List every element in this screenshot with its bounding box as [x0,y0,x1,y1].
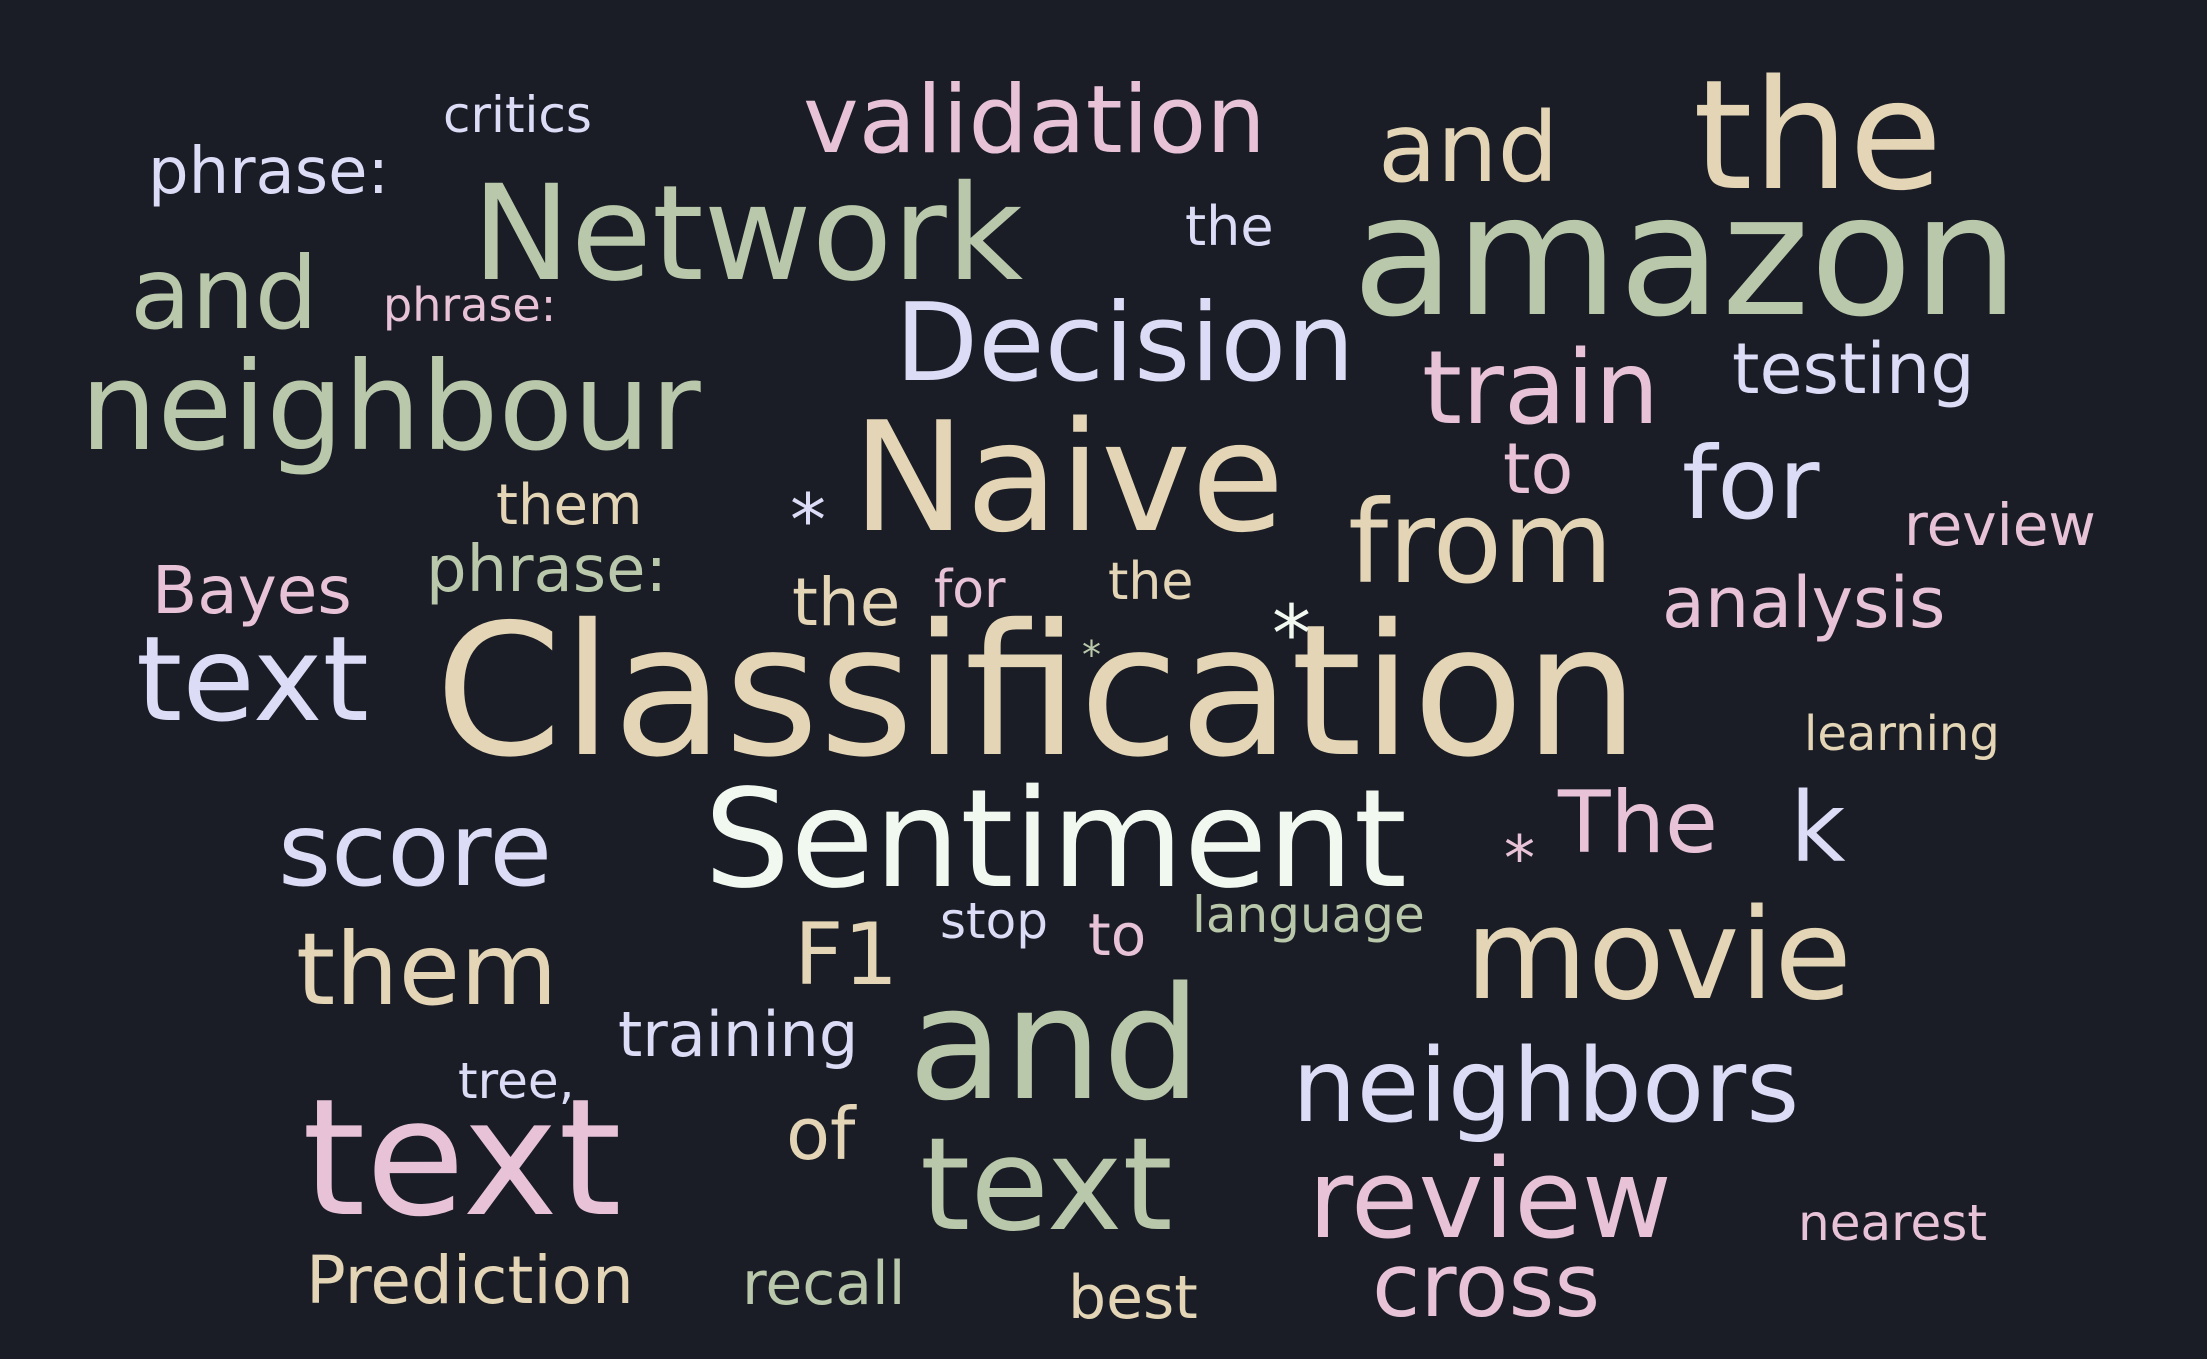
word-the: the [792,564,901,641]
word-neighbors: neighbors [1292,1027,1800,1146]
word-k: k [1790,772,1846,884]
word-and: and [908,953,1202,1135]
word-decision: Decision [895,281,1355,406]
word-naive: Naive [852,389,1285,566]
word-learning: learning [1804,706,2000,762]
word-analysis: analysis [1662,562,1946,644]
word-the-capital: The [1558,773,1718,873]
word-and: and [130,235,319,352]
word-train: train [1422,329,1660,448]
asterisk-glyph: * [790,478,826,562]
word-recall: recall [742,1249,906,1319]
word-validation: validation [803,66,1266,175]
asterisk-glyph: * [1082,633,1101,677]
word-amazon: amazon [1352,158,2019,354]
word-training: training [618,998,859,1071]
word-classification: Classification [435,585,1640,797]
word-tree: tree, [458,1052,575,1110]
word-nearest: nearest [1798,1194,1987,1252]
word-to: to [1503,428,1574,510]
word-review: review [1904,491,2096,559]
word-to: to [1088,901,1147,969]
word-network: Network [472,157,1024,311]
word-stop: stop [940,892,1048,950]
word-text: text [136,610,369,748]
word-cross: cross [1372,1234,1601,1337]
word-them: them [296,911,558,1028]
word-review: review [1308,1135,1672,1263]
word-for: for [934,560,1006,620]
word-for: for [1682,425,1820,542]
word-the: the [1108,552,1194,612]
word-sentiment: Sentiment [704,761,1407,919]
word-and: and [1378,92,1559,204]
word-neighbour: neighbour [80,336,701,478]
asterisk-glyph: * [1272,590,1311,680]
word-text: text [302,1065,622,1253]
word-prediction: Prediction [306,1242,634,1319]
word-phrase: phrase: [383,278,557,332]
word-the: the [1693,47,1943,224]
word-critics: critics [443,86,592,144]
word-language: language [1192,886,1425,944]
word-testing: testing [1732,328,1975,410]
word-phrase: phrase: [426,533,667,607]
word-movie: movie [1465,881,1852,1028]
word-phrase: phrase: [148,135,389,209]
word-score: score [278,791,553,910]
word-text: text [920,1111,1173,1260]
word-from: from [1348,476,1614,609]
word-best: best [1068,1263,1198,1333]
word-f1: F1 [794,905,899,1005]
word-of: of [786,1092,856,1176]
word-bayes: Bayes [152,552,352,629]
asterisk-glyph: * [1504,822,1535,895]
word-the: the [1185,195,1274,258]
word-them: them [496,473,643,538]
